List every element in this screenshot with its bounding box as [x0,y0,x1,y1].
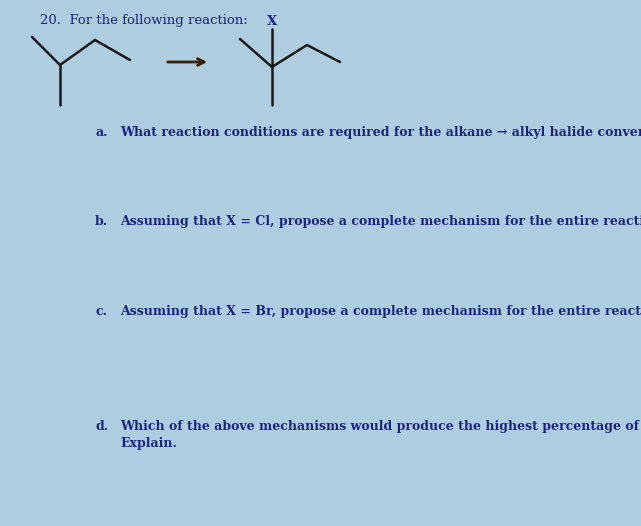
Text: X: X [267,15,277,28]
Text: Assuming that X = Cl, propose a complete mechanism for the entire reaction.: Assuming that X = Cl, propose a complete… [120,215,641,228]
Text: c.: c. [95,305,107,318]
Text: b.: b. [95,215,108,228]
Text: a.: a. [95,126,108,139]
Text: Which of the above mechanisms would produce the highest percentage of desired pr: Which of the above mechanisms would prod… [120,420,641,433]
Text: d.: d. [95,420,108,433]
Text: Explain.: Explain. [120,437,177,450]
Text: 20.  For the following reaction:: 20. For the following reaction: [40,14,248,27]
Text: What reaction conditions are required for the alkane → alkyl halide conversion?: What reaction conditions are required fo… [120,126,641,139]
Text: Assuming that X = Br, propose a complete mechanism for the entire reaction.: Assuming that X = Br, propose a complete… [120,305,641,318]
